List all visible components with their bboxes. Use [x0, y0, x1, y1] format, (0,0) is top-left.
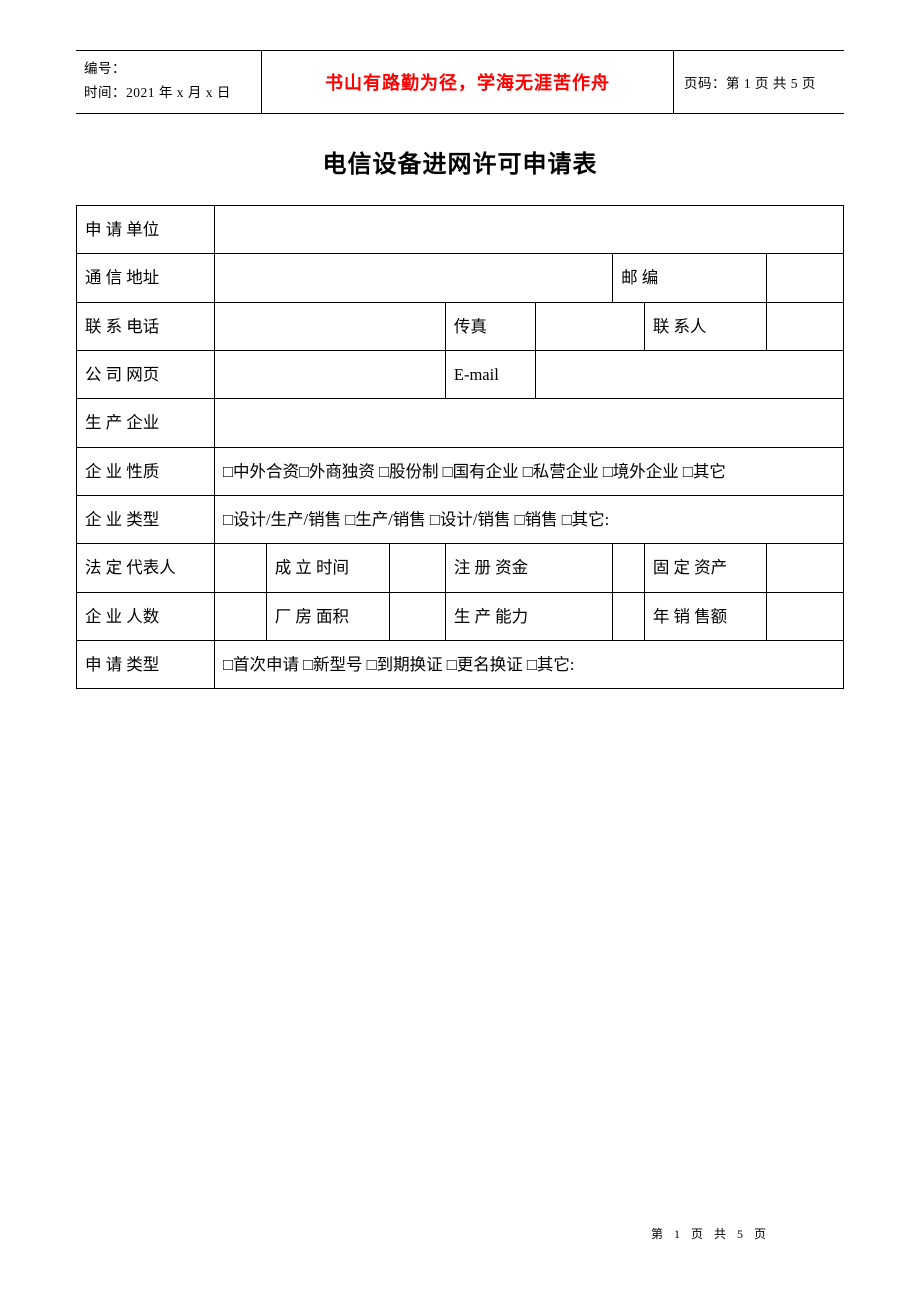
label-enterprise-nature: 企 业 性质 — [77, 447, 215, 495]
field-contact-phone[interactable] — [215, 302, 446, 350]
field-annual-sales[interactable] — [766, 592, 843, 640]
label-contact-person: 联 系人 — [644, 302, 766, 350]
header-left-block: 编号： 时间：2021 年 x 月 x 日 — [76, 51, 262, 113]
header-middle-block: 书山有路勤为径，学海无涯苦作舟 — [262, 51, 674, 113]
page-code-label: 页码：第 1 页 共 5 页 — [684, 72, 816, 92]
application-form-table: 申 请 单位 通 信 地址 邮 编 联 系 电话 传真 联 系人 公 司 网页 … — [76, 205, 844, 689]
label-staff-count: 企 业 人数 — [77, 592, 215, 640]
label-plant-area: 厂 房 面积 — [266, 592, 389, 640]
field-legal-rep[interactable] — [215, 544, 267, 592]
field-plant-area[interactable] — [390, 592, 446, 640]
header-quote: 书山有路勤为径，学海无涯苦作舟 — [325, 69, 610, 95]
field-postal-code[interactable] — [766, 254, 843, 302]
label-legal-rep: 法 定 代表人 — [77, 544, 215, 592]
header-right-block: 页码：第 1 页 共 5 页 — [674, 51, 844, 113]
page-container: 编号： 时间：2021 年 x 月 x 日 书山有路勤为径，学海无涯苦作舟 页码… — [0, 0, 920, 689]
field-applicant-unit[interactable] — [215, 206, 844, 254]
label-reg-capital: 注 册 资金 — [445, 544, 612, 592]
label-fixed-assets: 固 定 资产 — [644, 544, 766, 592]
field-prod-capacity[interactable] — [613, 592, 645, 640]
field-enterprise-type[interactable]: □设计/生产/销售 □生产/销售 □设计/销售 □销售 □其它: — [215, 496, 844, 544]
field-application-type[interactable]: □首次申请 □新型号 □到期换证 □更名换证 □其它: — [215, 641, 844, 689]
field-enterprise-nature[interactable]: □中外合资□外商独资 □股份制 □国有企业 □私营企业 □境外企业 □其它 — [215, 447, 844, 495]
field-email[interactable] — [536, 351, 844, 399]
field-fixed-assets[interactable] — [766, 544, 843, 592]
label-fax: 传真 — [445, 302, 535, 350]
header-band: 编号： 时间：2021 年 x 月 x 日 书山有路勤为径，学海无涯苦作舟 页码… — [76, 50, 844, 114]
field-manufacturer[interactable] — [215, 399, 844, 447]
label-manufacturer: 生 产 企业 — [77, 399, 215, 447]
field-fax[interactable] — [536, 302, 645, 350]
label-postal-code: 邮 编 — [613, 254, 767, 302]
label-email: E-mail — [445, 351, 535, 399]
field-mailing-address[interactable] — [215, 254, 613, 302]
form-title: 电信设备进网许可申请表 — [76, 144, 844, 179]
label-prod-capacity: 生 产 能力 — [445, 592, 612, 640]
label-company-website: 公 司 网页 — [77, 351, 215, 399]
serial-number-label: 编号： — [84, 57, 253, 81]
field-company-website[interactable] — [215, 351, 446, 399]
label-enterprise-type: 企 业 类型 — [77, 496, 215, 544]
label-application-type: 申 请 类型 — [77, 641, 215, 689]
label-est-time: 成 立 时间 — [266, 544, 389, 592]
label-annual-sales: 年 销 售额 — [644, 592, 766, 640]
footer-page-number: 第 1 页 共 5 页 — [651, 1225, 770, 1242]
label-applicant-unit: 申 请 单位 — [77, 206, 215, 254]
label-mailing-address: 通 信 地址 — [77, 254, 215, 302]
field-contact-person[interactable] — [766, 302, 843, 350]
field-reg-capital[interactable] — [613, 544, 645, 592]
field-staff-count[interactable] — [215, 592, 267, 640]
field-est-time[interactable] — [390, 544, 446, 592]
label-contact-phone: 联 系 电话 — [77, 302, 215, 350]
time-label: 时间：2021 年 x 月 x 日 — [84, 81, 253, 105]
